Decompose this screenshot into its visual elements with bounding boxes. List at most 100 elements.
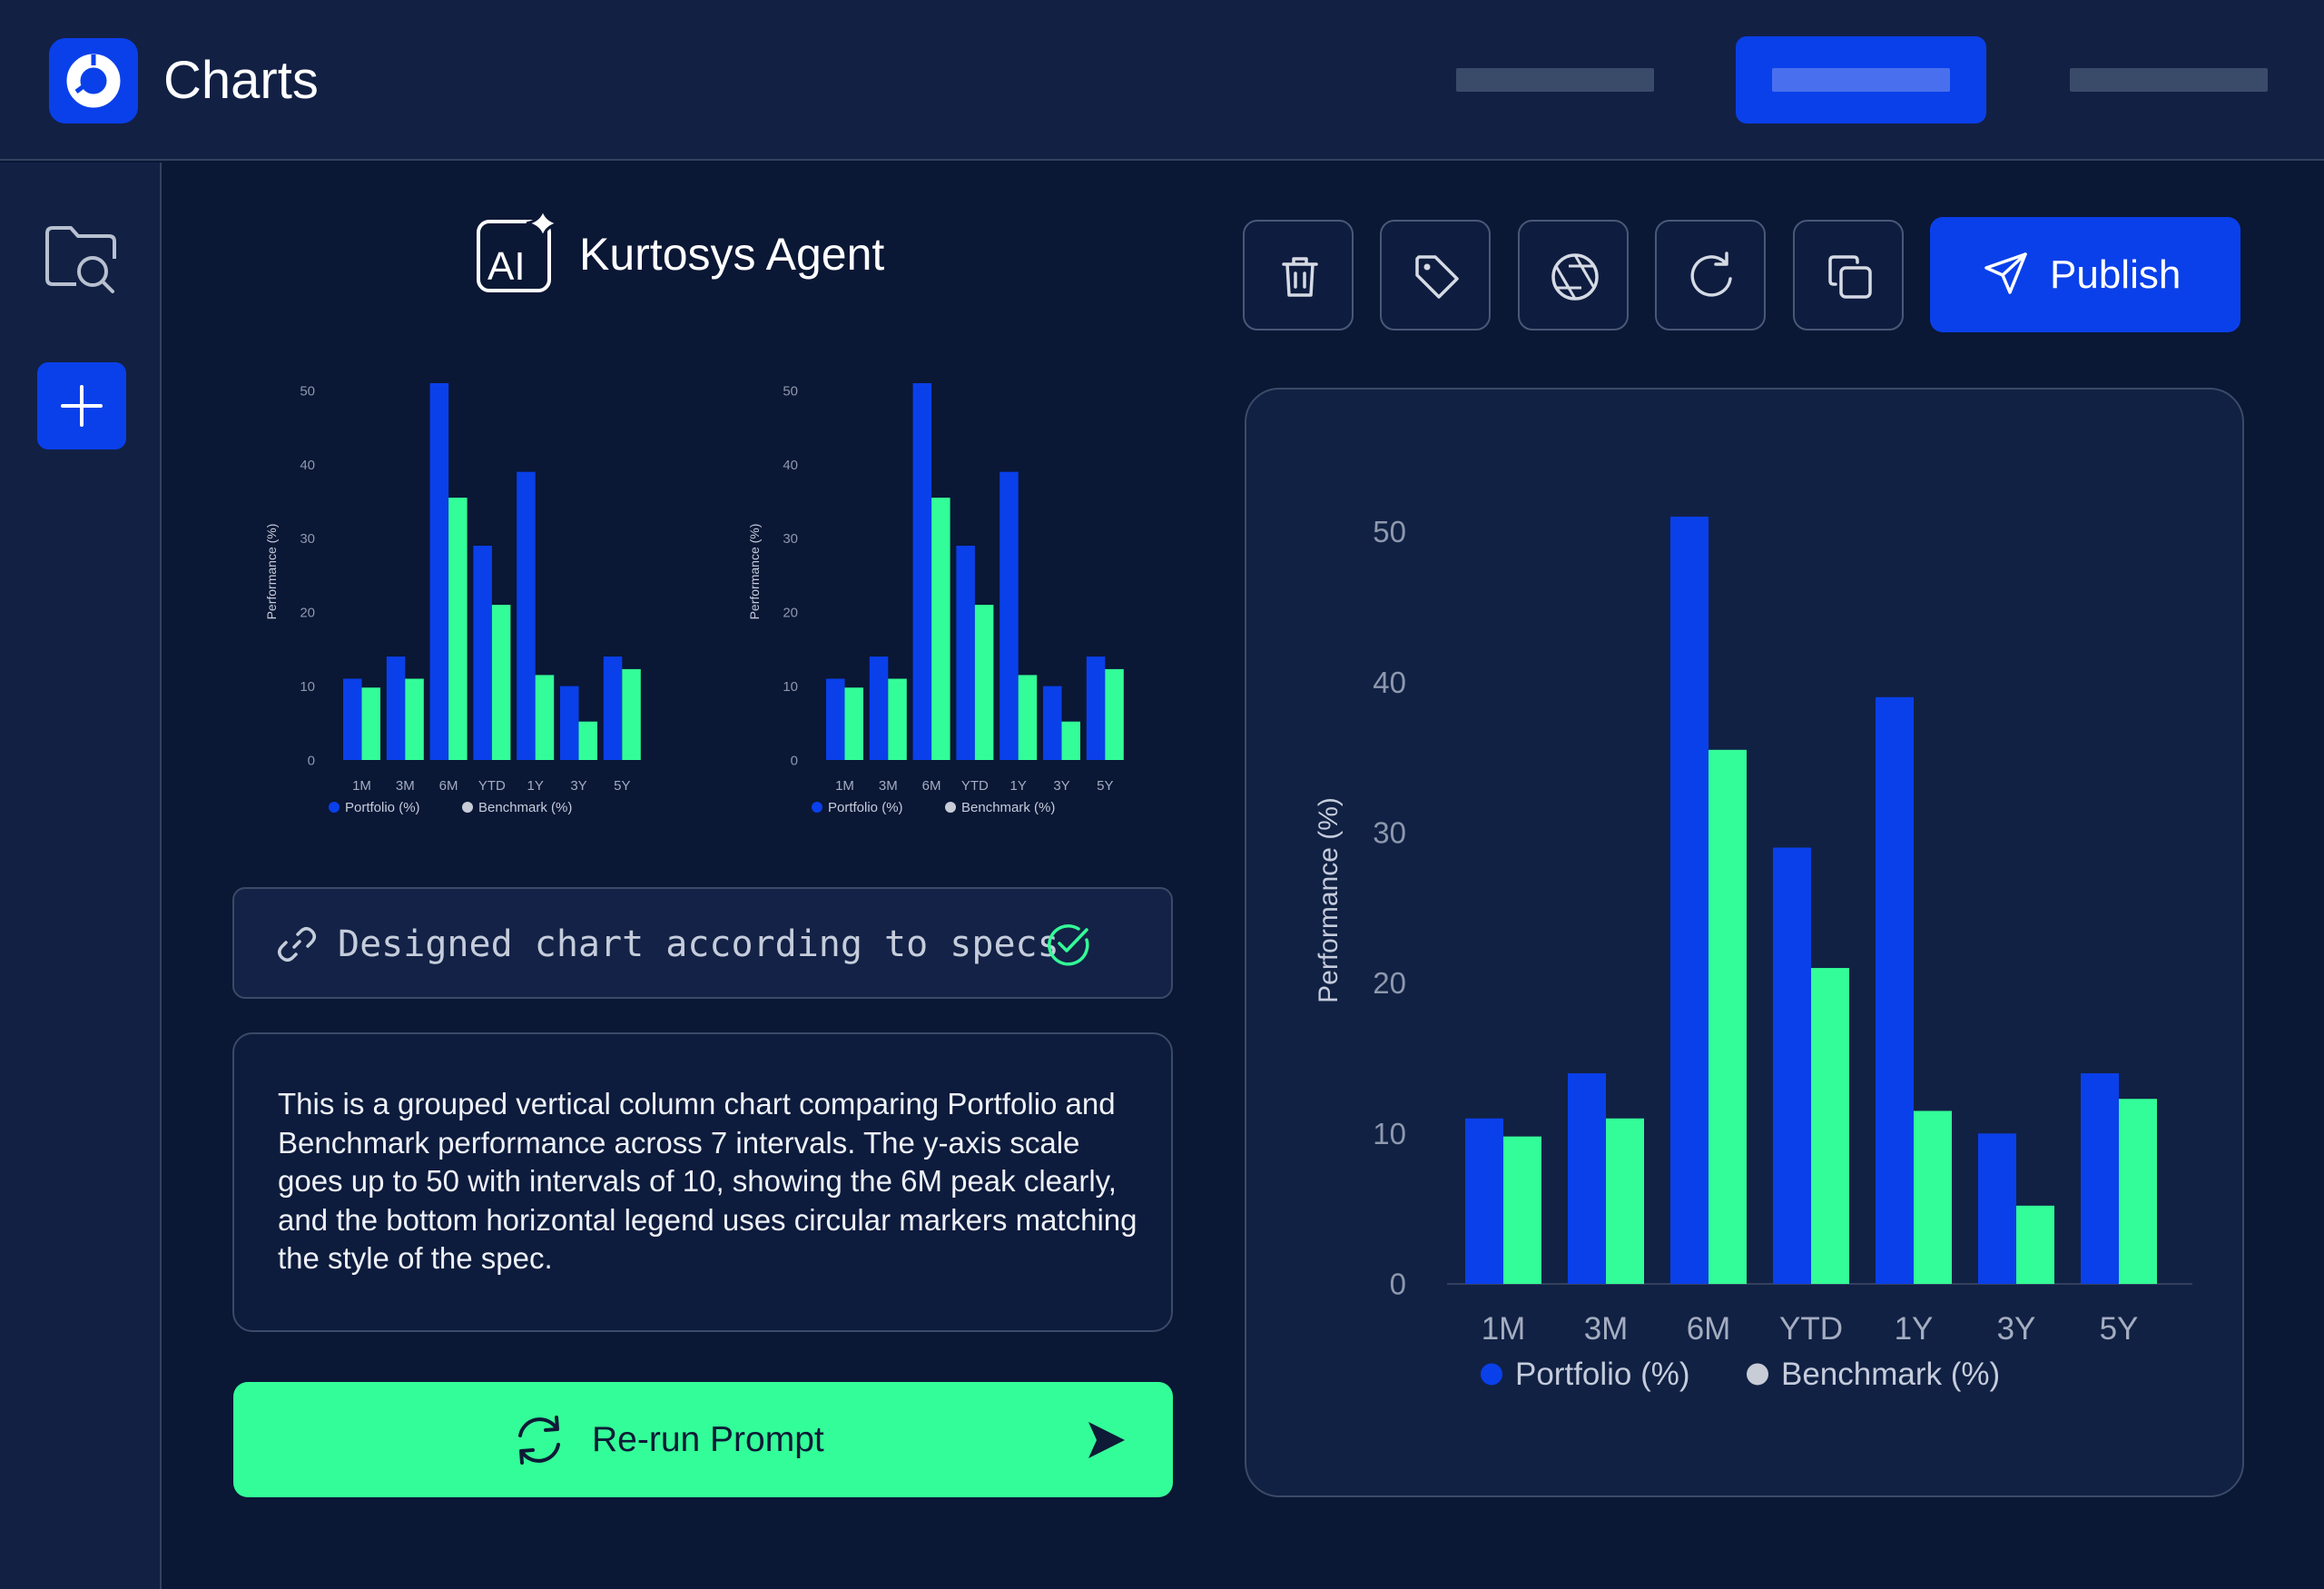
mini-chart-1-bar-benchmark-6m[interactable]: [448, 498, 468, 760]
publish-label: Publish: [2050, 252, 2181, 297]
main-chart-y-tick-30: 30: [1373, 815, 1406, 849]
main-chart-bar-benchmark-1m[interactable]: [1503, 1136, 1541, 1284]
mini-chart-2-x-tick-1y: 1Y: [1010, 778, 1027, 794]
main-chart-bar-benchmark-ytd[interactable]: [1811, 968, 1849, 1284]
main-chart-x-tick-1m: 1M: [1482, 1311, 1526, 1347]
main-chart-legend-label-portfolio: Portfolio (%): [1515, 1357, 1690, 1392]
mini-chart-2-y-tick-30: 30: [783, 531, 798, 547]
mini-chart-2[interactable]: 0 10 20 30 40 50 Performance (%) 1M 3M 6M YTD 1Y 3Y 5…: [737, 363, 1164, 826]
main-chart-bar-benchmark-1y[interactable]: [1914, 1110, 1952, 1284]
status-field: Designed chart according to specs: [232, 887, 1173, 999]
mini-chart-2-bar-portfolio-3m[interactable]: [869, 656, 889, 760]
mini-chart-2-x-tick-3m: 3M: [879, 778, 898, 794]
mini-chart-1-legend-label-portfolio: Portfolio (%): [345, 800, 420, 815]
nav-item-3[interactable]: [2070, 68, 2268, 92]
refresh-icon: [1690, 252, 1732, 297]
nav-item-1[interactable]: [1456, 68, 1654, 92]
main-chart-bar-benchmark-5y[interactable]: [2119, 1099, 2157, 1284]
main-chart-x-tick-6m: 6M: [1687, 1311, 1731, 1347]
mini-chart-1[interactable]: 0 10 20 30 40 50 Performance (%) 1M 3M 6M YTD 1Y 3Y 5…: [254, 363, 681, 826]
mini-chart-2-bar-benchmark-ytd[interactable]: [974, 605, 994, 760]
app-title: Charts: [163, 51, 319, 110]
folder-search-icon: [45, 226, 116, 293]
mini-chart-1-bar-benchmark-ytd[interactable]: [491, 605, 511, 760]
mini-chart-1-y-tick-20: 20: [300, 606, 315, 621]
mini-chart-1-legend-marker-portfolio: [329, 802, 340, 814]
mini-chart-2-legend-marker-portfolio: [812, 802, 822, 814]
mini-chart-1-bar-portfolio-3m[interactable]: [386, 656, 406, 760]
rerun-prompt-label: Re-run Prompt: [592, 1420, 824, 1459]
main-chart-bar-portfolio-5y[interactable]: [2081, 1073, 2119, 1284]
mini-chart-1-svg: 0 10 20 30 40 50 Performance (%) 1M 3M 6M YTD 1Y 3Y 5…: [264, 383, 641, 815]
mini-chart-2-bar-benchmark-3y[interactable]: [1061, 721, 1081, 760]
mini-chart-1-bar-portfolio-1y[interactable]: [517, 471, 536, 760]
mini-chart-1-x-tick-1m: 1M: [352, 778, 371, 794]
mini-chart-2-x-tick-ytd: YTD: [961, 778, 989, 794]
mini-chart-1-bar-benchmark-1y[interactable]: [535, 675, 555, 760]
app-logo[interactable]: [49, 38, 138, 123]
status-text: Designed chart according to specs: [338, 923, 1059, 965]
mini-chart-2-bar-benchmark-1y[interactable]: [1018, 675, 1038, 760]
nav-item-2-active[interactable]: [1736, 36, 1986, 123]
main-chart-x-tick-3m: 3M: [1584, 1311, 1629, 1347]
main-chart-x-tick-ytd: YTD: [1779, 1311, 1843, 1347]
sidebar: [0, 163, 162, 1589]
send-icon: [1984, 252, 2027, 294]
mini-chart-1-bar-benchmark-5y[interactable]: [622, 668, 641, 760]
mini-chart-1-bar-portfolio-ytd[interactable]: [473, 546, 492, 760]
main-chart-y-tick-10: 10: [1373, 1117, 1406, 1150]
description-text: This is a grouped vertical column chart …: [278, 1087, 1137, 1275]
mini-chart-2-bar-portfolio-1y[interactable]: [1000, 471, 1019, 760]
mini-chart-2-x-tick-5y: 5Y: [1097, 778, 1113, 794]
agent-title: Kurtosys Agent: [579, 229, 885, 280]
aperture-button[interactable]: [1518, 220, 1629, 331]
tag-button[interactable]: [1380, 220, 1491, 331]
mini-chart-1-y-axis-label: Performance (%): [264, 524, 279, 620]
main-chart-bar-portfolio-3m[interactable]: [1568, 1073, 1606, 1284]
mini-chart-2-bar-benchmark-1m[interactable]: [844, 687, 864, 760]
rerun-prompt-button[interactable]: Re-run Prompt: [233, 1382, 1173, 1497]
mini-chart-2-y-tick-0: 0: [791, 753, 798, 768]
main-chart-x-tick-3y: 3Y: [1997, 1311, 2036, 1347]
mini-chart-2-bar-portfolio-1m[interactable]: [826, 678, 845, 760]
sidebar-item-search[interactable]: [42, 221, 122, 297]
mini-chart-2-bar-portfolio-5y[interactable]: [1086, 656, 1106, 760]
mini-chart-1-bar-benchmark-3y[interactable]: [578, 721, 598, 760]
send-arrow-icon: [1088, 1422, 1125, 1458]
mini-chart-1-bar-portfolio-5y[interactable]: [603, 656, 623, 760]
mini-chart-2-bar-benchmark-5y[interactable]: [1105, 668, 1124, 760]
main-chart-y-tick-0: 0: [1390, 1268, 1406, 1301]
main-chart-bar-portfolio-1y[interactable]: [1876, 696, 1914, 1284]
ai-sparkle-icon: AI: [474, 205, 565, 296]
mini-chart-2-bar-benchmark-3m[interactable]: [888, 678, 907, 760]
publish-button[interactable]: Publish: [1930, 217, 2240, 332]
mini-chart-2-bar-benchmark-6m[interactable]: [931, 498, 950, 760]
copy-button[interactable]: [1793, 220, 1904, 331]
main-chart-bar-portfolio-6m[interactable]: [1670, 517, 1709, 1284]
nav-item-2-label-placeholder: [1772, 68, 1950, 92]
mini-chart-1-bar-portfolio-1m[interactable]: [343, 678, 362, 760]
mini-chart-1-y-tick-0: 0: [308, 753, 315, 768]
plus-icon: [61, 385, 103, 427]
mini-chart-1-bar-portfolio-6m[interactable]: [429, 383, 449, 760]
mini-chart-2-bar-portfolio-3y[interactable]: [1043, 686, 1062, 760]
delete-button[interactable]: [1243, 220, 1354, 331]
mini-chart-2-x-tick-1m: 1M: [835, 778, 854, 794]
sidebar-item-add[interactable]: [37, 362, 126, 449]
refresh-button[interactable]: [1655, 220, 1766, 331]
mini-chart-1-bar-benchmark-3m[interactable]: [405, 678, 424, 760]
tag-icon: [1415, 255, 1459, 299]
mini-chart-2-bar-portfolio-6m[interactable]: [912, 383, 932, 760]
mini-chart-2-x-tick-6m: 6M: [922, 778, 941, 794]
main-chart-legend-marker-benchmark: [1747, 1363, 1768, 1386]
main-chart-bar-benchmark-3m[interactable]: [1606, 1118, 1644, 1284]
main-chart-bar-portfolio-3y[interactable]: [1978, 1133, 2016, 1284]
main-chart-legend-label-benchmark: Benchmark (%): [1781, 1357, 2000, 1392]
main-chart-bar-benchmark-6m[interactable]: [1709, 749, 1747, 1284]
main-chart-bar-benchmark-3y[interactable]: [2016, 1205, 2054, 1284]
main-chart-bar-portfolio-1m[interactable]: [1465, 1118, 1503, 1284]
mini-chart-1-bar-portfolio-3y[interactable]: [560, 686, 579, 760]
mini-chart-2-bar-portfolio-ytd[interactable]: [956, 546, 975, 760]
main-chart-bar-portfolio-ytd[interactable]: [1773, 847, 1811, 1284]
mini-chart-1-bar-benchmark-1m[interactable]: [361, 687, 381, 760]
